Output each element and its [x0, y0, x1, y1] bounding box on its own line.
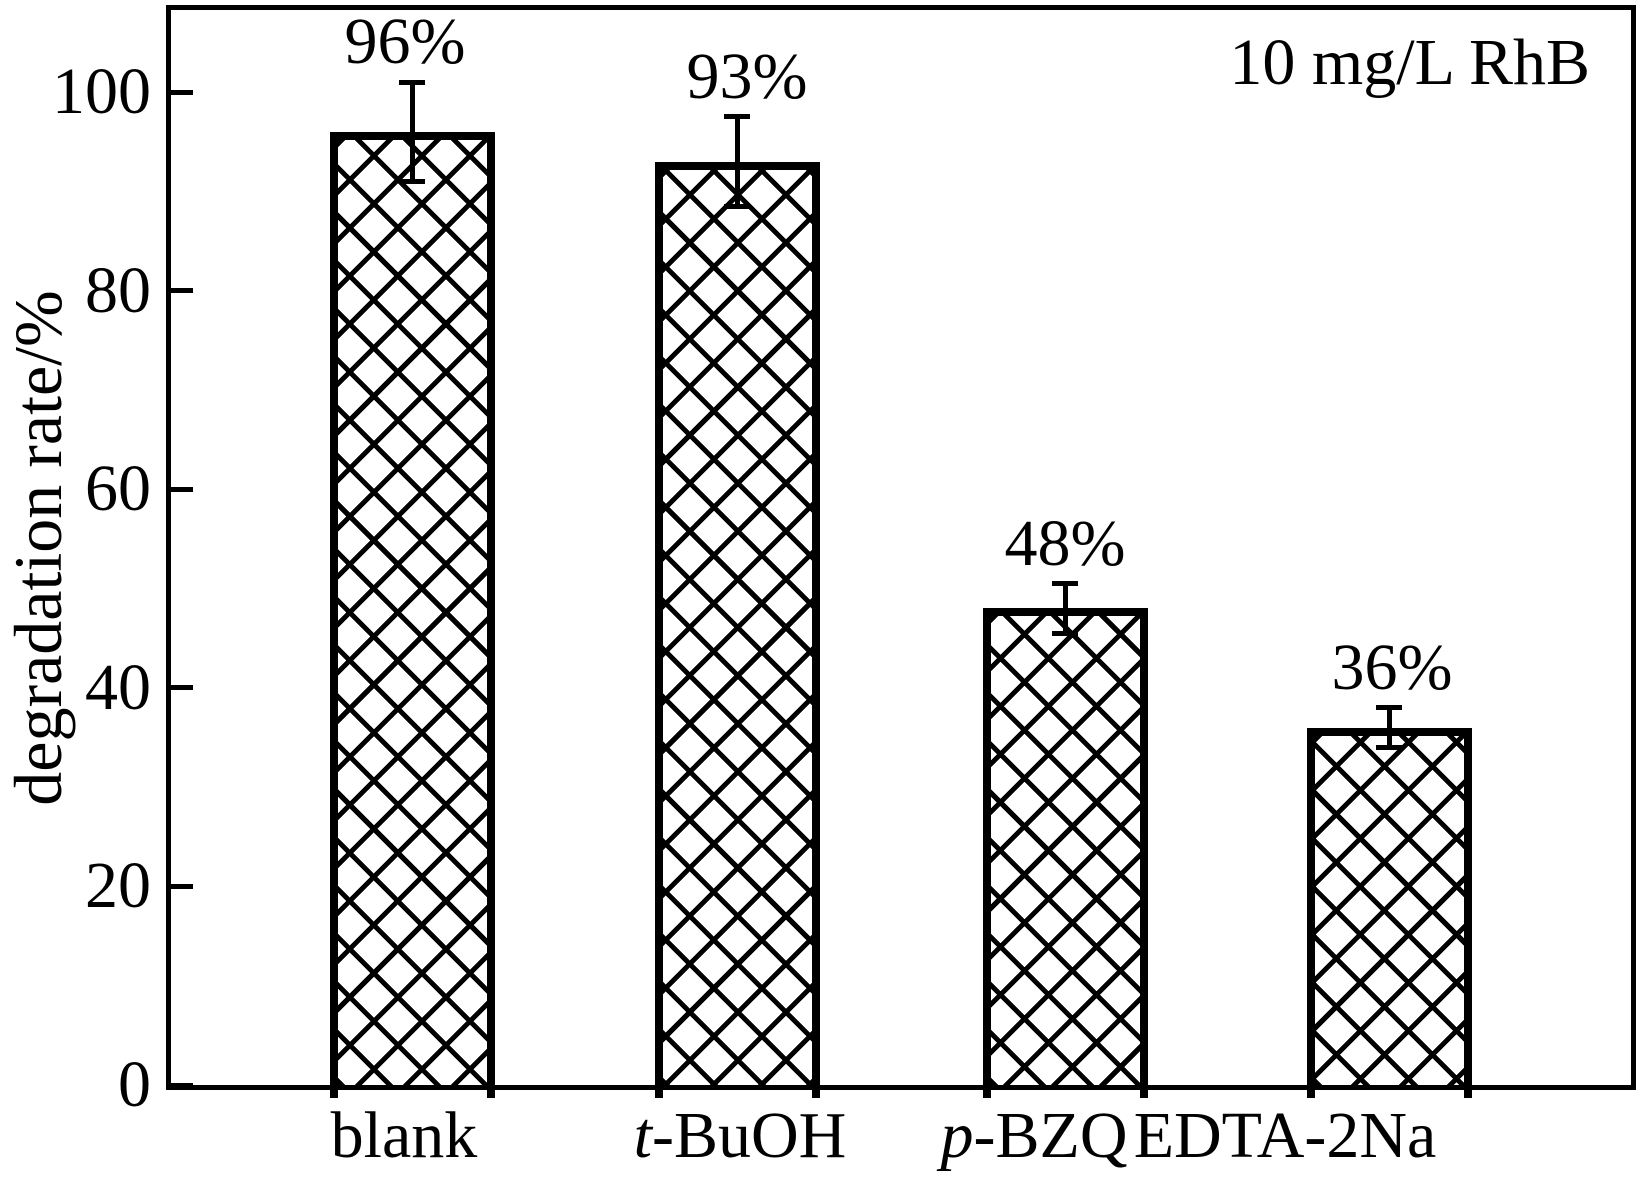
bar-p-BZQ: [982, 608, 1148, 1085]
error-bar-cap-bottom: [399, 178, 425, 184]
y-axis-tick: [171, 486, 193, 492]
y-axis-tick: [171, 685, 193, 691]
y-tick-label: 20: [85, 849, 151, 923]
error-bar-cap-bottom: [1376, 744, 1402, 750]
bar-edge-stub: [982, 1085, 991, 1098]
error-bar-cap-bottom: [1052, 630, 1078, 636]
bar-value-label: 96%: [344, 5, 466, 79]
error-bar-cap-bottom: [724, 203, 750, 209]
error-bar-line: [1062, 583, 1068, 634]
plot-frame: [166, 5, 1636, 1090]
error-bar-cap-top: [399, 79, 425, 85]
bar-EDTA-2Na: [1306, 727, 1472, 1085]
y-tick-label: 40: [85, 650, 151, 724]
bar-t-BuOH: [654, 161, 820, 1085]
y-axis-tick: [171, 883, 193, 889]
bar-edge-stub: [1306, 1085, 1315, 1098]
y-tick-label: 0: [118, 1048, 151, 1121]
y-axis-title: degradation rate/%: [0, 290, 76, 806]
y-axis-tick: [171, 89, 193, 95]
x-category-label: p-BZQ: [940, 1099, 1128, 1172]
x-label-italic-prefix: p: [940, 1099, 974, 1172]
bar-edge-stub: [1139, 1085, 1148, 1098]
y-tick-label: 80: [85, 253, 151, 327]
bar-value-label: 93%: [686, 39, 808, 113]
y-axis-tick: [171, 1082, 193, 1088]
bar-value-label: 48%: [1004, 506, 1126, 580]
y-axis-tick: [171, 288, 193, 294]
error-bar-line: [734, 116, 740, 207]
x-category-label: EDTA-2Na: [1133, 1099, 1437, 1172]
x-category-label: blank: [330, 1099, 478, 1172]
error-bar-line: [1386, 707, 1392, 748]
y-tick-label: 100: [52, 55, 151, 128]
error-bar-line: [409, 82, 415, 182]
bar-edge-stub: [654, 1085, 663, 1098]
bar-edge-stub: [1463, 1085, 1472, 1098]
x-label-italic-prefix: t: [633, 1099, 652, 1172]
bar-blank: [329, 131, 495, 1085]
bar-value-label: 36%: [1331, 630, 1453, 704]
y-tick-label: 60: [85, 452, 151, 526]
bar-edge-stub: [811, 1085, 820, 1098]
error-bar-cap-top: [1376, 705, 1402, 711]
error-bar-cap-top: [724, 114, 750, 120]
x-category-label: t-BuOH: [633, 1099, 847, 1172]
bar-edge-stub: [486, 1085, 495, 1098]
chart-annotation: 10 mg/L RhB: [1229, 26, 1590, 99]
bar-edge-stub: [329, 1085, 338, 1098]
error-bar-cap-top: [1052, 581, 1078, 587]
